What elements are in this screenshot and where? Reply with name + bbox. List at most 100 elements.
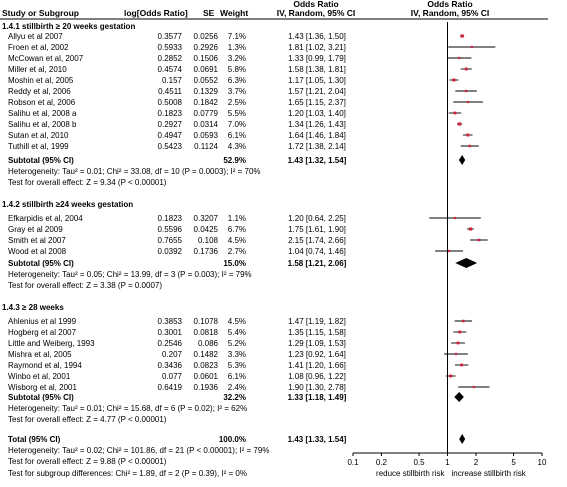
study-marker xyxy=(453,111,457,115)
study-or-ci: 1.08 [0.96, 1.22] xyxy=(288,372,346,381)
study-marker xyxy=(468,144,472,148)
header-log-or: log[Odds Ratio] xyxy=(124,8,188,18)
heterogeneity-text: Heterogeneity: Tau² = 0.01; Chi² = 33.08… xyxy=(8,167,261,176)
study-marker xyxy=(462,319,465,323)
study-log-or: 0.5423 xyxy=(158,142,183,151)
study-marker xyxy=(472,385,475,389)
study-log-or: 0.0392 xyxy=(158,247,183,256)
study-marker xyxy=(454,352,458,356)
study-name: Efkarpidis et al, 2004 xyxy=(8,214,83,223)
study-or-ci: 1.58 [1.38, 1.81] xyxy=(288,65,346,74)
study-marker xyxy=(449,374,453,378)
subtotal-label: Subtotal (95% CI) xyxy=(8,393,74,402)
study-name: Winbo et al, 2001 xyxy=(8,372,71,381)
study-or-ci: 1.17 [1.05, 1.30] xyxy=(288,76,346,85)
study-se: 0.1736 xyxy=(194,247,219,256)
x-tick-label: 5 xyxy=(511,458,516,467)
study-se: 0.2926 xyxy=(194,43,219,52)
study-or-ci: 1.75 [1.61, 1.90] xyxy=(288,225,346,234)
study-name: Sutan et al, 2010 xyxy=(8,131,69,140)
study-marker xyxy=(477,238,481,242)
study-weight: 7.0% xyxy=(228,120,246,129)
study-name: Raymond et al, 1994 xyxy=(8,361,82,370)
study-se: 0.3207 xyxy=(194,214,219,223)
study-log-or: 0.2546 xyxy=(158,339,183,348)
study-marker xyxy=(448,249,451,253)
favours-left-label: reduce stillbirth risk xyxy=(376,469,445,478)
subtotal-diamond xyxy=(454,392,464,402)
study-weight: 7.1% xyxy=(228,32,246,41)
header-weight: Weight xyxy=(220,8,248,18)
study-marker xyxy=(466,100,470,104)
x-tick-label: 0.5 xyxy=(413,458,425,467)
study-name: Hogberg et al 2007 xyxy=(8,328,77,337)
study-or-ci: 1.47 [1.19, 1.82] xyxy=(288,317,346,326)
study-se: 0.0818 xyxy=(194,328,219,337)
study-se: 0.1482 xyxy=(194,350,219,359)
study-marker xyxy=(453,216,457,220)
study-name: Mishra et al, 2005 xyxy=(8,350,72,359)
subtotal-weight: 52.9% xyxy=(223,156,246,165)
study-weight: 4.5% xyxy=(228,236,246,245)
study-log-or: 0.4511 xyxy=(158,87,182,96)
study-se: 0.0601 xyxy=(194,372,219,381)
study-se: 0.1124 xyxy=(194,142,218,151)
study-marker xyxy=(470,45,473,49)
study-marker xyxy=(460,34,464,38)
overall-effect-text: Test for overall effect: Z = 4.77 (P < 0… xyxy=(8,415,167,424)
study-log-or: 0.3436 xyxy=(158,361,183,370)
study-weight: 5.5% xyxy=(228,109,246,118)
table-body: 1.4.1 stillbirth ≥ 20 weeks gestationAll… xyxy=(2,22,496,478)
study-marker xyxy=(458,56,461,60)
header-method-left: IV, Random, 95% CI xyxy=(277,8,356,18)
study-name: Gray et al 2009 xyxy=(8,225,63,234)
total-weight: 100.0% xyxy=(219,435,246,444)
subtotal-or-ci: 1.43 [1.32, 1.54] xyxy=(288,156,347,165)
subgroup-difference-text: Test for subgroup differences: Chi² = 1.… xyxy=(8,469,247,478)
study-or-ci: 1.43 [1.36, 1.50] xyxy=(288,32,346,41)
header-se: SE xyxy=(203,8,215,18)
study-name: Moshin et al, 2005 xyxy=(8,76,74,85)
study-log-or: 0.7655 xyxy=(158,236,183,245)
subgroup-title: 1.4.3 ≥ 28 weeks xyxy=(2,303,64,312)
study-weight: 5.2% xyxy=(228,339,246,348)
study-weight: 4.3% xyxy=(228,142,246,151)
subtotal-label: Subtotal (95% CI) xyxy=(8,156,74,165)
study-or-ci: 1.33 [0.99, 1.79] xyxy=(288,54,346,63)
study-weight: 5.3% xyxy=(228,361,246,370)
study-weight: 2.7% xyxy=(228,247,246,256)
study-or-ci: 1.72 [1.38, 2.14] xyxy=(288,142,346,151)
study-name: Ahlenius et al 1999 xyxy=(8,317,77,326)
table-header: Study or Subgroup log[Odds Ratio] SE Wei… xyxy=(0,0,548,20)
study-or-ci: 2.15 [1.74, 2.66] xyxy=(288,236,346,245)
study-weight: 6.1% xyxy=(228,372,246,381)
study-se: 0.0779 xyxy=(194,109,219,118)
study-se: 0.0593 xyxy=(194,131,219,140)
study-log-or: 0.1823 xyxy=(158,214,183,223)
study-name: Salihu et al, 2008 a xyxy=(8,109,77,118)
study-se: 0.1506 xyxy=(194,54,219,63)
study-marker xyxy=(464,89,468,93)
study-se: 0.1329 xyxy=(194,87,219,96)
study-se: 0.108 xyxy=(198,236,219,245)
study-name: Wisborg et al, 2001 xyxy=(8,383,77,392)
study-weight: 5.8% xyxy=(228,65,246,74)
study-weight: 6.7% xyxy=(228,225,246,234)
study-or-ci: 1.34 [1.26, 1.43] xyxy=(288,120,346,129)
subtotal-or-ci: 1.33 [1.18, 1.49] xyxy=(288,393,347,402)
study-or-ci: 1.81 [1.02, 3.21] xyxy=(288,43,346,52)
study-se: 0.0552 xyxy=(194,76,219,85)
study-or-ci: 1.29 [1.09, 1.53] xyxy=(288,339,346,348)
study-name: McCowan et al, 2007 xyxy=(8,54,84,63)
study-marker xyxy=(458,330,462,334)
subgroup-title: 1.4.2 stillbirth ≥24 weeks gestation xyxy=(2,200,133,209)
study-log-or: 0.207 xyxy=(162,350,183,359)
study-se: 0.0823 xyxy=(194,361,219,370)
study-or-ci: 1.35 [1.15, 1.58] xyxy=(288,328,346,337)
overall-effect-text: Test for overall effect: Z = 9.34 (P < 0… xyxy=(8,178,167,187)
study-se: 0.0425 xyxy=(194,225,219,234)
study-or-ci: 1.20 [1.03, 1.40] xyxy=(288,109,346,118)
study-or-ci: 1.90 [1.30, 2.78] xyxy=(288,383,346,392)
study-weight: 3.2% xyxy=(228,54,246,63)
